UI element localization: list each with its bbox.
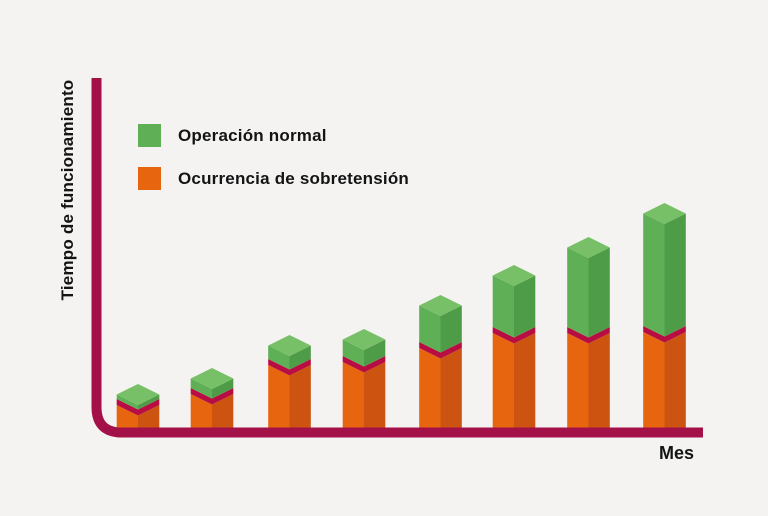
bar-face [190, 368, 234, 389]
bar-face [342, 362, 364, 438]
bar-face [364, 339, 386, 367]
legend: Operación normal Ocurrencia de sobretens… [138, 124, 409, 190]
bar-face [440, 348, 462, 438]
bar-face [138, 394, 160, 410]
bar-face [342, 356, 364, 373]
bar-face [116, 384, 160, 405]
legend-swatch-normal-operation [138, 124, 161, 147]
legend-label-normal-operation: Operación normal [178, 125, 327, 145]
bar-face [268, 335, 311, 356]
bar-face [419, 295, 462, 316]
bar-face [116, 394, 138, 410]
bar-face [567, 333, 589, 438]
legend-item-overvoltage: Ocurrencia de sobretensión [138, 167, 409, 190]
bar-face [643, 213, 665, 337]
bar-face [342, 339, 364, 367]
bar-face [588, 333, 610, 438]
bar-face [268, 345, 290, 370]
bar-face [212, 388, 234, 405]
axis-line [91, 78, 703, 438]
x-axis-label: Mes [659, 443, 695, 463]
bar-face [643, 203, 686, 224]
bar-face [116, 399, 138, 416]
bar-face [514, 275, 536, 338]
y-axis-label: Tiempo de funcionamiento [58, 79, 77, 301]
bar-face [419, 305, 441, 353]
bar-face [342, 329, 386, 350]
legend-swatch-overvoltage [138, 167, 161, 190]
bar-face [268, 365, 290, 438]
bar-face [643, 326, 665, 343]
bar-face [440, 305, 462, 353]
bar-face [268, 359, 290, 376]
bar-face [419, 348, 441, 438]
legend-label-overvoltage: Ocurrencia de sobretensión [178, 168, 409, 188]
bar-face [419, 342, 441, 359]
bar-face [289, 359, 311, 376]
bar-face [364, 356, 386, 373]
bar-face [514, 333, 536, 438]
bar-face [364, 362, 386, 438]
bar-face [492, 275, 514, 338]
bar-face [440, 342, 462, 359]
bar-face [567, 327, 589, 344]
bar-face [588, 247, 610, 338]
legend-item-normal-operation: Operación normal [138, 124, 409, 147]
bar-face [190, 388, 212, 405]
bar-face [567, 247, 589, 338]
bar-face [492, 327, 514, 344]
bar-face [190, 394, 212, 438]
bar-face [212, 394, 234, 438]
bar-face [190, 378, 212, 399]
bar-face [664, 213, 686, 337]
bar-face [492, 333, 514, 438]
bar-face [514, 327, 536, 344]
bar-face [567, 237, 610, 258]
bar-face [138, 399, 160, 416]
bar-face [664, 332, 686, 438]
bar-face [588, 327, 610, 344]
bar-face [492, 265, 536, 286]
bar-face [664, 326, 686, 343]
bar-face [212, 378, 234, 399]
bar-face [643, 332, 665, 438]
bar-face [289, 365, 311, 438]
bar-face [289, 345, 311, 370]
